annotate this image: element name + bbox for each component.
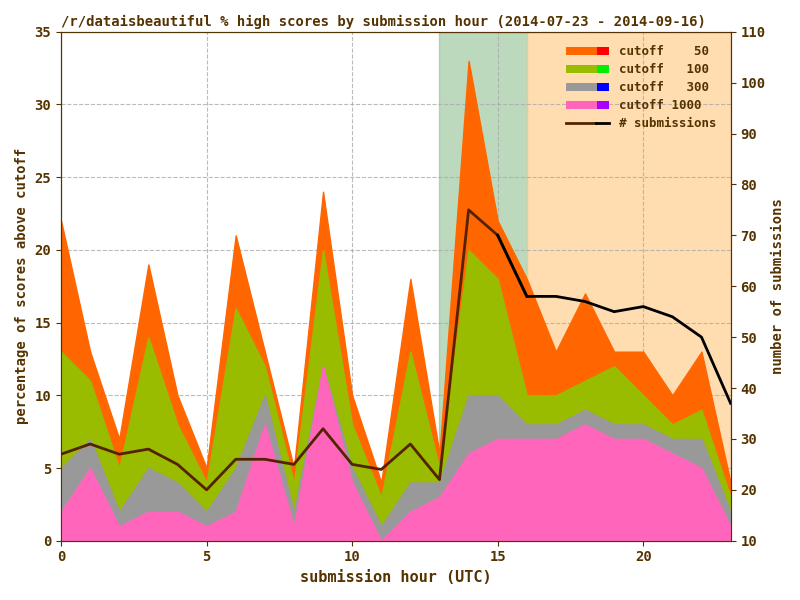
X-axis label: submission hour (UTC): submission hour (UTC) xyxy=(300,570,492,585)
Y-axis label: percentage of scores above cutoff: percentage of scores above cutoff xyxy=(15,148,29,424)
Bar xyxy=(527,32,760,541)
Bar xyxy=(439,32,527,541)
Legend: cutoff    50, cutoff   100, cutoff   300, cutoff 1000, # submissions: cutoff 50, cutoff 100, cutoff 300, cutof… xyxy=(558,38,724,138)
Y-axis label: number of submissions: number of submissions xyxy=(771,198,785,374)
Text: /r/dataisbeautiful % high scores by submission hour (2014-07-23 - 2014-09-16): /r/dataisbeautiful % high scores by subm… xyxy=(61,15,706,29)
